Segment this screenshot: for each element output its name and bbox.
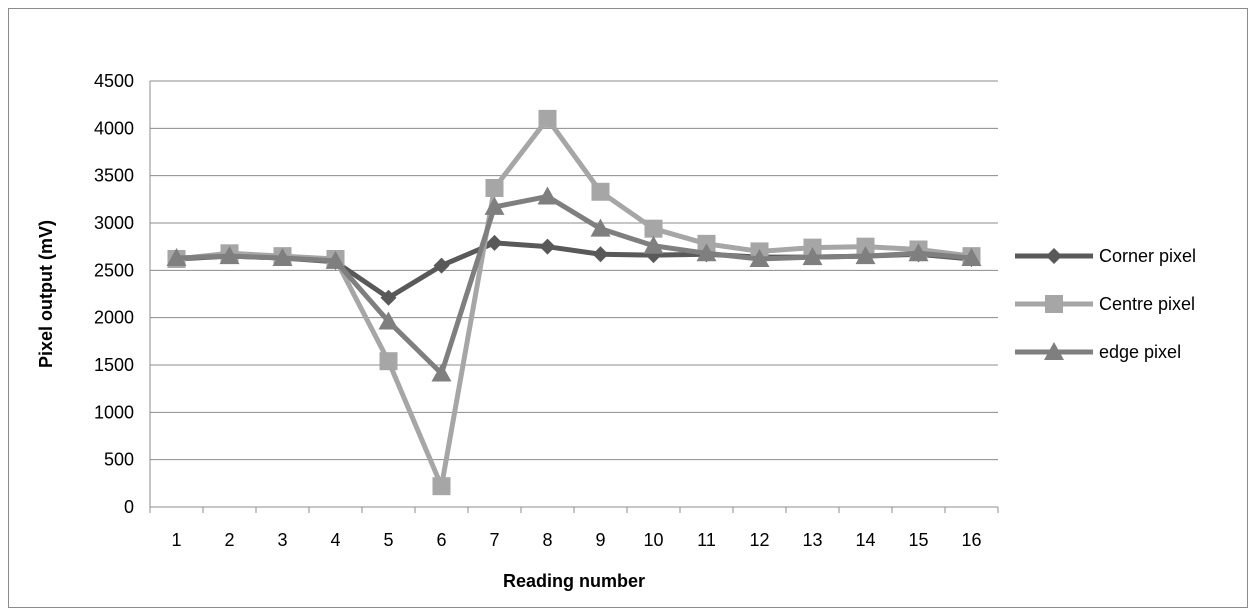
legend-item-centre-pixel: Centre pixel: [1015, 294, 1195, 314]
data-point-centre-pixel: [644, 219, 663, 238]
y-tick-label: 1000: [94, 402, 134, 422]
data-point-edge-pixel: [961, 248, 982, 267]
x-tick-label: 13: [802, 530, 822, 550]
data-point-edge-pixel: [378, 311, 399, 330]
legend-marker: [1046, 248, 1062, 264]
x-tick-label: 2: [224, 530, 234, 550]
data-point-corner-pixel: [433, 257, 450, 274]
y-tick-label: 4500: [94, 71, 134, 91]
x-axis-title: Reading number: [503, 571, 645, 591]
data-point-centre-pixel: [538, 109, 557, 128]
legend-label: edge pixel: [1099, 342, 1181, 362]
y-tick-label: 4000: [94, 118, 134, 138]
x-tick-label: 5: [383, 530, 393, 550]
data-point-edge-pixel: [219, 246, 240, 265]
series-line-centre-pixel: [176, 116, 972, 489]
legend-marker: [1045, 295, 1063, 313]
y-tick-label: 1500: [94, 355, 134, 375]
x-tick-label: 16: [961, 530, 981, 550]
x-tick-labels: 1 2 3 4 5 6 7 8 9 10 11 12 13 14 15 16: [171, 530, 981, 550]
x-tick-label: 6: [436, 530, 446, 550]
series-centre-pixel: [167, 109, 981, 496]
legend-label: Corner pixel: [1099, 246, 1196, 266]
data-point-centre-pixel: [379, 352, 398, 371]
y-axis-title: Pixel output (mV): [36, 220, 56, 368]
x-tick-label: 12: [749, 530, 769, 550]
data-point-edge-pixel: [802, 247, 823, 266]
y-tick-label: 3500: [94, 166, 134, 186]
data-point-corner-pixel: [539, 238, 556, 255]
data-point-edge-pixel: [166, 248, 187, 267]
data-point-edge-pixel: [537, 186, 558, 205]
data-point-edge-pixel: [325, 250, 346, 269]
legend-label: Centre pixel: [1099, 294, 1195, 314]
data-point-edge-pixel: [484, 196, 505, 215]
series-group: [166, 109, 982, 496]
x-tick-label: 11: [697, 530, 716, 550]
x-tick-label: 4: [330, 530, 340, 550]
gridlines: [149, 80, 999, 513]
y-tick-labels: 0 500 1000 1500 2000 2500 3000 3500 4000 4500: [94, 71, 134, 517]
data-point-edge-pixel: [696, 243, 717, 262]
series-line-edge-pixel: [176, 193, 972, 377]
y-tick-label: 3000: [94, 213, 134, 233]
data-point-edge-pixel: [431, 363, 452, 382]
series-edge-pixel: [166, 186, 982, 382]
data-point-centre-pixel: [485, 178, 504, 197]
chart-frame: [8, 8, 1248, 608]
y-tick-label: 500: [104, 450, 134, 470]
x-tick-label: 15: [908, 530, 928, 550]
data-point-edge-pixel: [643, 235, 664, 254]
data-point-corner-pixel: [592, 246, 609, 263]
legend: Corner pixel Centre pixel edge pixel: [1015, 246, 1196, 362]
x-tick-label: 3: [277, 530, 287, 550]
data-point-centre-pixel: [432, 477, 451, 496]
data-point-edge-pixel: [272, 248, 293, 267]
legend-item-corner-pixel: Corner pixel: [1015, 246, 1196, 266]
data-point-edge-pixel: [855, 246, 876, 265]
data-point-centre-pixel: [591, 182, 610, 201]
data-point-edge-pixel: [590, 218, 611, 237]
x-tick-label: 1: [171, 530, 181, 550]
x-tick-label: 9: [595, 530, 605, 550]
data-point-edge-pixel: [749, 248, 770, 267]
data-point-corner-pixel: [486, 234, 503, 251]
data-point-edge-pixel: [908, 243, 929, 262]
y-tick-label: 2000: [94, 308, 134, 328]
x-tick-label: 8: [542, 530, 552, 550]
x-tick-label: 7: [489, 530, 499, 550]
legend-item-edge-pixel: edge pixel: [1015, 342, 1181, 362]
y-tick-label: 0: [124, 497, 134, 517]
data-point-corner-pixel: [380, 289, 397, 306]
x-tick-label: 14: [855, 530, 875, 550]
legend-marker: [1044, 342, 1064, 360]
x-tick-label: 10: [643, 530, 663, 550]
y-tick-label: 2500: [94, 260, 134, 280]
